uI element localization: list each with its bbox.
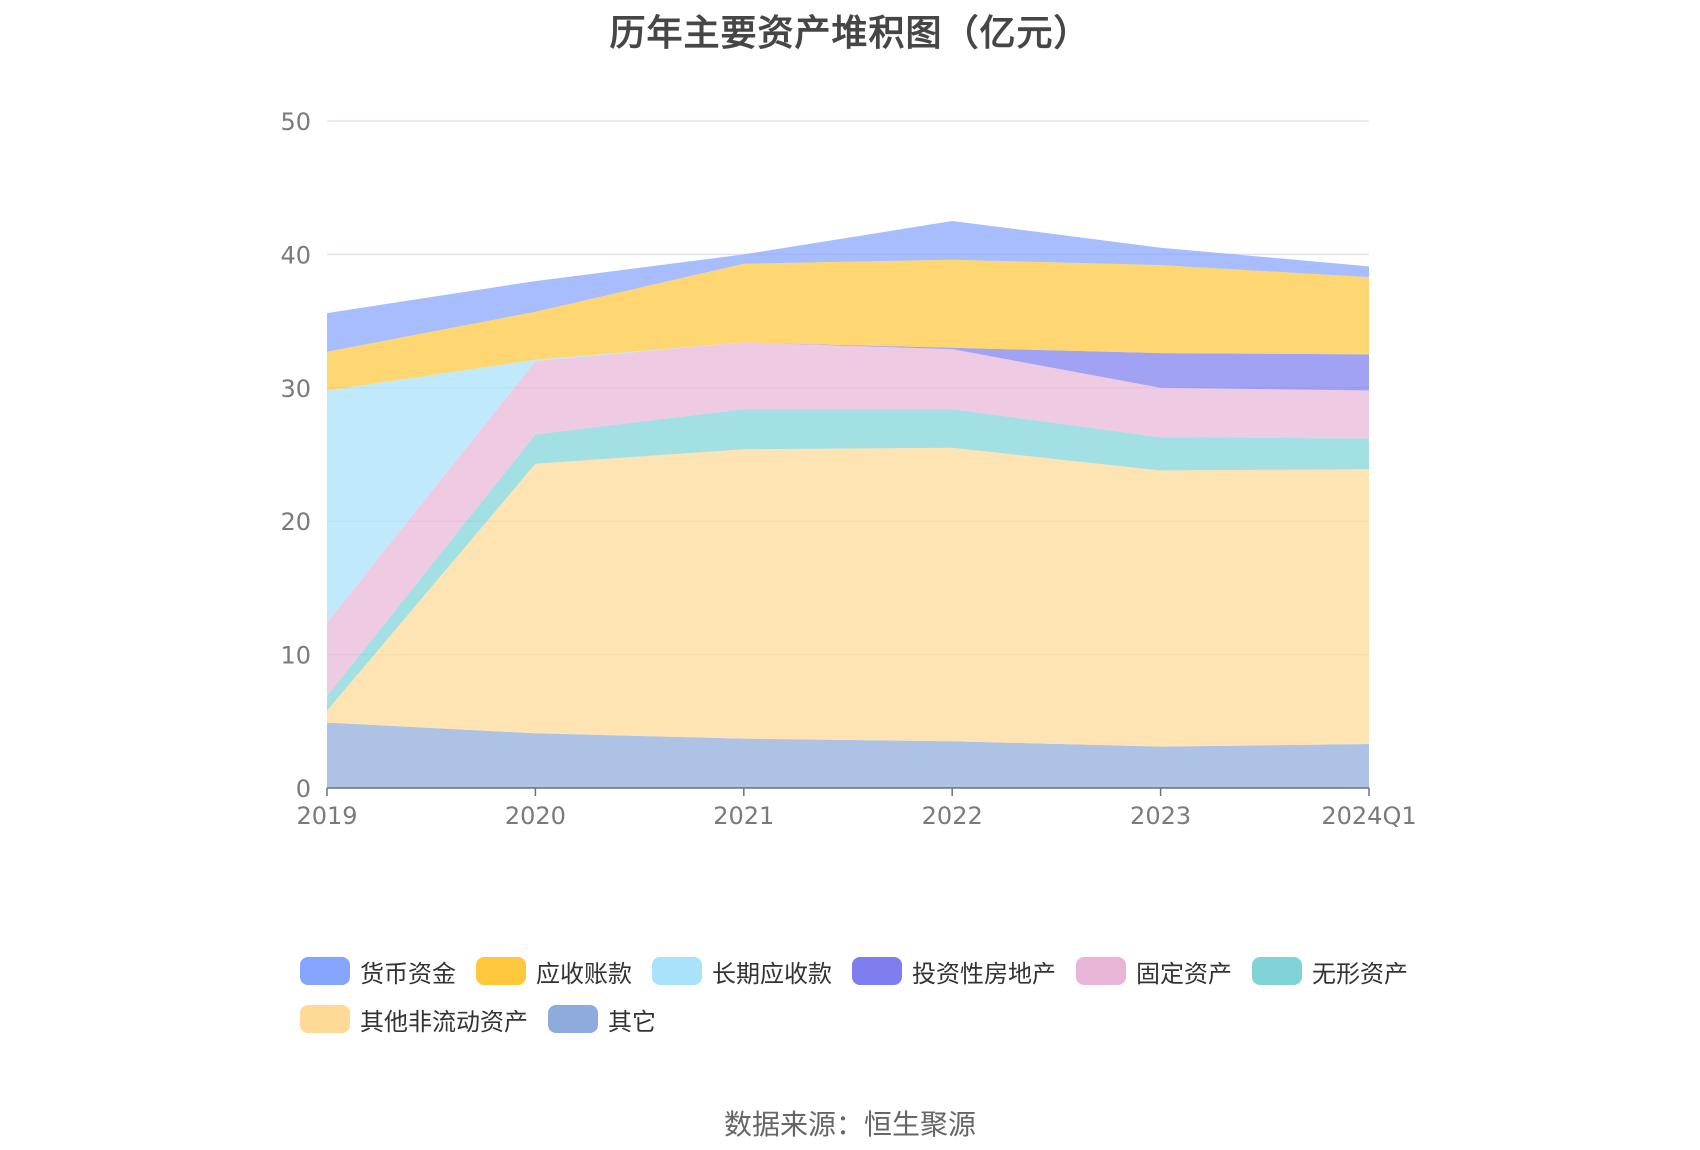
legend-swatch xyxy=(300,1005,350,1033)
area-series xyxy=(327,221,1369,788)
legend-item-3[interactable]: 长期应收款 xyxy=(652,955,832,988)
legend-swatch xyxy=(476,957,526,985)
x-tick-label-2024Q1: 2024Q1 xyxy=(1321,802,1416,830)
area-series-1 xyxy=(327,722,1369,788)
legend-swatch xyxy=(1076,957,1126,985)
area-series-8 xyxy=(327,221,1369,352)
legend-label: 其它 xyxy=(608,1007,656,1036)
legend-item-5[interactable]: 固定资产 xyxy=(1076,955,1232,988)
axes: 0 10 20 30 40 50 2019 2020 2021 2022 2023 2024Q1 xyxy=(280,108,1416,830)
y-tick-label-40: 40 xyxy=(280,241,311,269)
legend-label: 固定资产 xyxy=(1136,959,1232,988)
chart-title: 历年主要资产堆积图（亿元） xyxy=(609,13,1091,54)
legend-item-1[interactable]: 货币资金 xyxy=(300,955,456,988)
legend-item-4[interactable]: 投资性房地产 xyxy=(852,955,1056,988)
y-tick-label-20: 20 xyxy=(280,508,311,536)
legend-label: 无形资产 xyxy=(1312,959,1408,988)
x-tick-label-2023: 2023 xyxy=(1130,802,1191,830)
legend-item-8[interactable]: 其它 xyxy=(548,1003,656,1036)
legend-item-6[interactable]: 无形资产 xyxy=(1252,955,1408,988)
legend-item-7[interactable]: 其他非流动资产 xyxy=(300,1003,528,1036)
x-tick-label-2021: 2021 xyxy=(713,802,774,830)
x-tick-label-2022: 2022 xyxy=(922,802,983,830)
legend-label: 应收账款 xyxy=(536,959,632,988)
area-series-5 xyxy=(327,342,1369,623)
legend-swatch xyxy=(652,957,702,985)
x-tick-label-2019: 2019 xyxy=(296,802,357,830)
area-series-7 xyxy=(327,259,1369,391)
area-series-3 xyxy=(327,409,1369,711)
legend-label: 其他非流动资产 xyxy=(360,1007,528,1036)
legend-label: 货币资金 xyxy=(360,959,456,988)
y-tick-label-50: 50 xyxy=(280,108,311,136)
area-series-2 xyxy=(327,447,1369,747)
legend-swatch xyxy=(852,957,902,985)
legend-swatch xyxy=(300,957,350,985)
legend-item-2[interactable]: 应收账款 xyxy=(476,955,632,988)
source-note: 数据来源：恒生聚源 xyxy=(723,1108,976,1141)
legend-swatch xyxy=(1252,957,1302,985)
y-tick-label-30: 30 xyxy=(280,375,311,403)
legend-label: 长期应收款 xyxy=(712,959,832,988)
legend-label: 投资性房地产 xyxy=(912,959,1056,988)
legend-swatch xyxy=(548,1005,598,1033)
y-tick-label-10: 10 xyxy=(280,642,311,670)
x-tick-label-2020: 2020 xyxy=(505,802,566,830)
legend: 货币资金 应收账款 长期应收款 投资性房地产 固定资产 无形资产其他非流动资产 其它 xyxy=(300,955,1450,1036)
y-tick-label-0: 0 xyxy=(296,775,311,803)
